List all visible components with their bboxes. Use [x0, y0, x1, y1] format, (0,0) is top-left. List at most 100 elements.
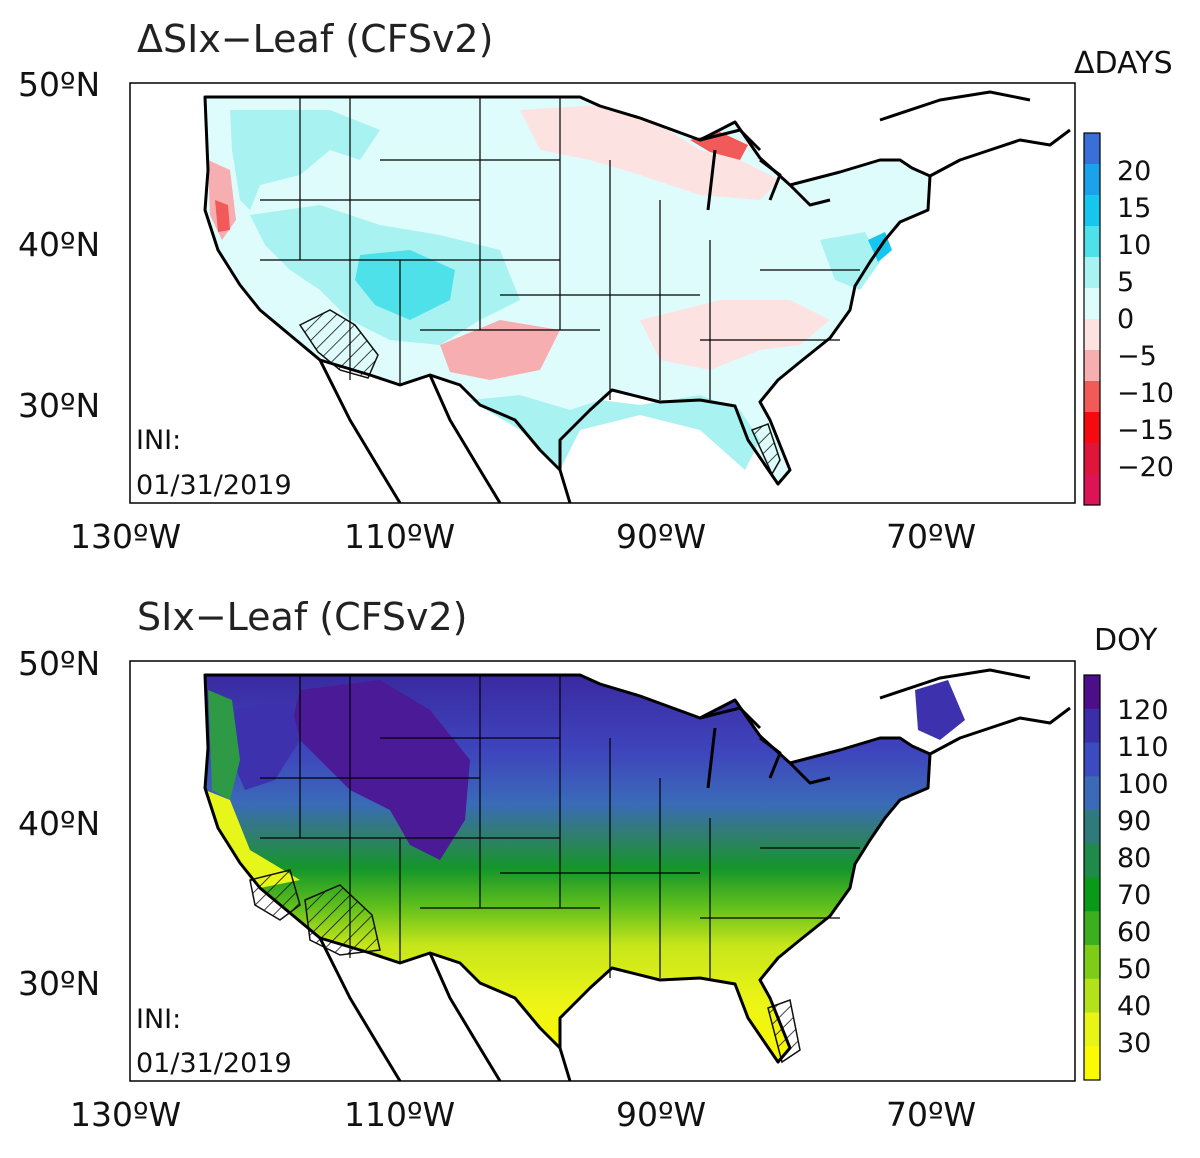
colorbar-label: 80: [1117, 843, 1151, 874]
mexico-coast: [318, 359, 572, 503]
colorbar-swatch: [1084, 877, 1100, 912]
positive-anomaly-gulf: [470, 395, 760, 470]
negative-anomaly-upper-midwest: [520, 105, 780, 200]
lon-label-90w: 90ºW: [616, 1095, 706, 1134]
panel-title: ΔSIx−Leaf (CFSv2): [137, 17, 493, 61]
colorbar-label: 30: [1117, 1028, 1151, 1059]
green-region-west-coast: [208, 690, 240, 800]
lon-label-130w: 130ºW: [70, 1095, 181, 1134]
colorbar-swatch: [1084, 810, 1100, 845]
colorbar-label: 10: [1117, 230, 1151, 261]
colorbar-label: 5: [1117, 267, 1134, 298]
map-frame: [129, 82, 1076, 504]
colorbar-swatch: [1084, 945, 1100, 980]
colorbar-swatch: [1084, 195, 1100, 227]
colorbar-swatch: [1084, 133, 1100, 165]
colorbar-swatch: [1084, 911, 1100, 946]
coastline: [203, 95, 932, 486]
negative-anomaly-plains: [440, 320, 560, 380]
colorbar-label: 0: [1117, 304, 1134, 335]
panel-title: SIx−Leaf (CFSv2): [137, 595, 467, 639]
lat-label-40n: 40ºN: [18, 225, 100, 264]
colorbar-label: 40: [1117, 991, 1151, 1022]
positive-anomaly-core: [355, 250, 455, 320]
colorbar-swatch: [1084, 443, 1100, 475]
great-lakes: [699, 706, 831, 789]
ini-date: 01/31/2019: [136, 470, 292, 501]
canada-coast: [879, 90, 1071, 178]
colorbar-label: 120: [1117, 695, 1169, 726]
colorbar-swatch: [1084, 474, 1100, 506]
lat-label-50n: 50ºN: [18, 65, 100, 104]
hatched-area-florida: [750, 423, 781, 476]
colorbar-swatch: [1084, 978, 1100, 1013]
high-doy-region-rockies: [290, 680, 470, 860]
colorbar-swatch: [1084, 1012, 1100, 1047]
mexico-coast: [318, 937, 572, 1081]
colorbar-label: 50: [1117, 954, 1151, 985]
state-borders: [260, 97, 860, 400]
ini-label: INI:: [136, 425, 181, 456]
colorbar-swatch: [1084, 412, 1100, 444]
great-lakes: [699, 128, 831, 211]
state-borders: [260, 675, 860, 978]
lon-label-70w: 70ºW: [886, 517, 976, 556]
lat-label-50n: 50ºN: [18, 644, 100, 683]
canada-coast: [879, 668, 1071, 756]
lon-label-90w: 90ºW: [616, 517, 706, 556]
colorbar-title: DOY: [1094, 623, 1158, 658]
panel-doy: SIx−Leaf (CFSv2) 50ºN 40ºN 30ºN 130ºW 11…: [18, 595, 1169, 1134]
colorbar-swatch: [1084, 319, 1100, 351]
colorbar-swatch: [1084, 226, 1100, 258]
colorbar-title: ΔDAYS: [1074, 46, 1173, 81]
ini-label: INI:: [136, 1004, 181, 1035]
colorbar-swatch: [1084, 350, 1100, 382]
colorbar-swatch: [1084, 742, 1100, 777]
negative-anomaly-california: [215, 200, 230, 232]
map-frame: [129, 660, 1076, 1082]
colorbar: [1083, 674, 1101, 1081]
positive-anomaly-west: [230, 110, 380, 210]
colorbar-label: 15: [1117, 193, 1151, 224]
colorbar-label: −5: [1117, 341, 1157, 372]
hatched-area-arizona: [304, 884, 381, 956]
colorbar-label: −20: [1117, 452, 1174, 483]
map-doy: [203, 668, 1071, 1081]
colorbar-label: 70: [1117, 880, 1151, 911]
map-anomaly: [203, 90, 1071, 503]
lon-label-70w: 70ºW: [886, 1095, 976, 1134]
colorbar-label: −10: [1117, 378, 1174, 409]
colorbar-label: 90: [1117, 806, 1151, 837]
colorbar-swatch: [1084, 381, 1100, 413]
colorbar-frame: [1083, 132, 1101, 506]
colorbar-swatch: [1084, 1046, 1100, 1081]
colorbar-swatch: [1084, 843, 1100, 878]
positive-anomaly-east: [820, 232, 880, 290]
ini-date: 01/31/2019: [136, 1048, 292, 1079]
panel-anomaly: ΔSIx−Leaf (CFSv2): [18, 17, 1174, 556]
colorbar: [1083, 132, 1101, 506]
lon-label-110w: 110ºW: [344, 1095, 455, 1134]
lat-label-40n: 40ºN: [18, 804, 100, 843]
colorbar-swatch: [1084, 257, 1100, 289]
yellow-region-california: [205, 790, 300, 888]
colorbar-frame: [1083, 674, 1101, 1081]
hatched-area-southwest: [298, 309, 379, 379]
coastline: [203, 673, 932, 1064]
lat-label-30n: 30ºN: [18, 964, 100, 1003]
colorbar-swatch: [1084, 675, 1100, 710]
colorbar-label: 20: [1117, 156, 1151, 187]
negative-anomaly-southeast: [640, 300, 830, 370]
high-doy-region-maine: [915, 680, 965, 740]
colorbar-swatch: [1084, 164, 1100, 196]
colorbar-label: 100: [1117, 769, 1169, 800]
lon-label-110w: 110ºW: [344, 517, 455, 556]
lat-label-30n: 30ºN: [18, 386, 100, 425]
lon-label-130w: 130ºW: [70, 517, 181, 556]
colorbar-label: −15: [1117, 415, 1174, 446]
colorbar-swatch: [1084, 288, 1100, 320]
colorbar-label: 110: [1117, 732, 1169, 763]
colorbar-label: 60: [1117, 917, 1151, 948]
colorbar-swatch: [1084, 776, 1100, 811]
